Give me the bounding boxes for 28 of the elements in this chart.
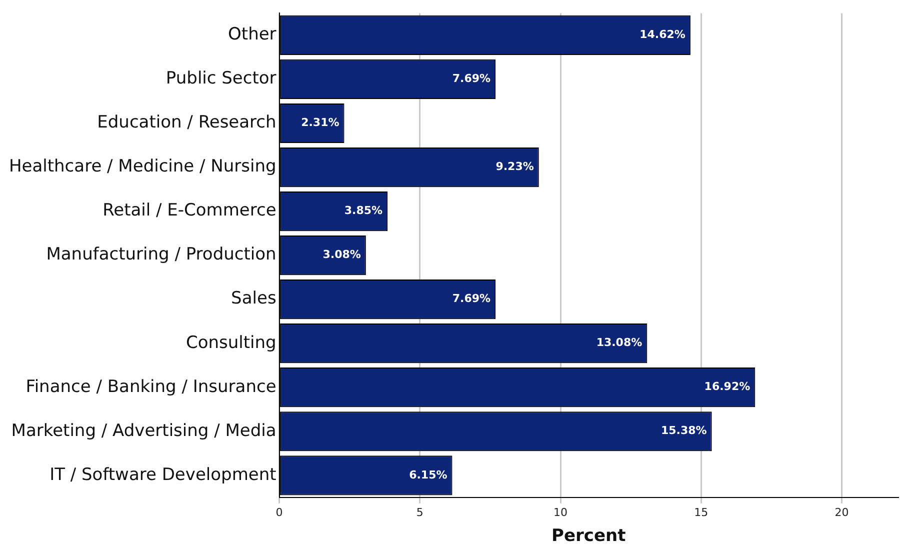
data-label: 9.23% — [496, 160, 534, 174]
data-label: 3.08% — [322, 248, 361, 262]
x-tick-label: 0 — [276, 506, 283, 519]
data-label: 16.92% — [704, 380, 750, 394]
data-label: 7.69% — [452, 72, 491, 86]
data-label: 6.15% — [409, 468, 448, 482]
y-tick-label: IT / Software Development — [50, 464, 277, 485]
y-tick-label: Consulting — [186, 332, 276, 353]
x-tick-label: 10 — [554, 506, 568, 519]
y-tick-label: Education / Research — [97, 112, 276, 133]
y-tick-label: Finance / Banking / Insurance — [26, 376, 276, 397]
y-tick-label: Healthcare / Medicine / Nursing — [8, 156, 276, 177]
y-tick-label: Retail / E-Commerce — [102, 200, 276, 221]
data-label: 15.38% — [661, 424, 707, 438]
x-tick-label: 5 — [416, 506, 424, 519]
data-label: 14.62% — [640, 28, 686, 42]
data-label: 13.08% — [596, 336, 642, 350]
y-tick-label: Manufacturing / Production — [46, 244, 276, 265]
data-label: 3.85% — [344, 204, 383, 218]
x-axis-title: Percent — [552, 526, 626, 546]
data-label: 7.69% — [452, 292, 491, 306]
x-tick-label: 15 — [694, 506, 708, 519]
x-tick-label: 20 — [834, 506, 849, 519]
y-tick-label: Other — [228, 24, 276, 45]
y-tick-label: Public Sector — [166, 68, 276, 89]
data-label: 2.31% — [301, 116, 340, 130]
y-tick-label: Sales — [231, 288, 276, 309]
y-tick-label: Marketing / Advertising / Media — [11, 420, 276, 441]
